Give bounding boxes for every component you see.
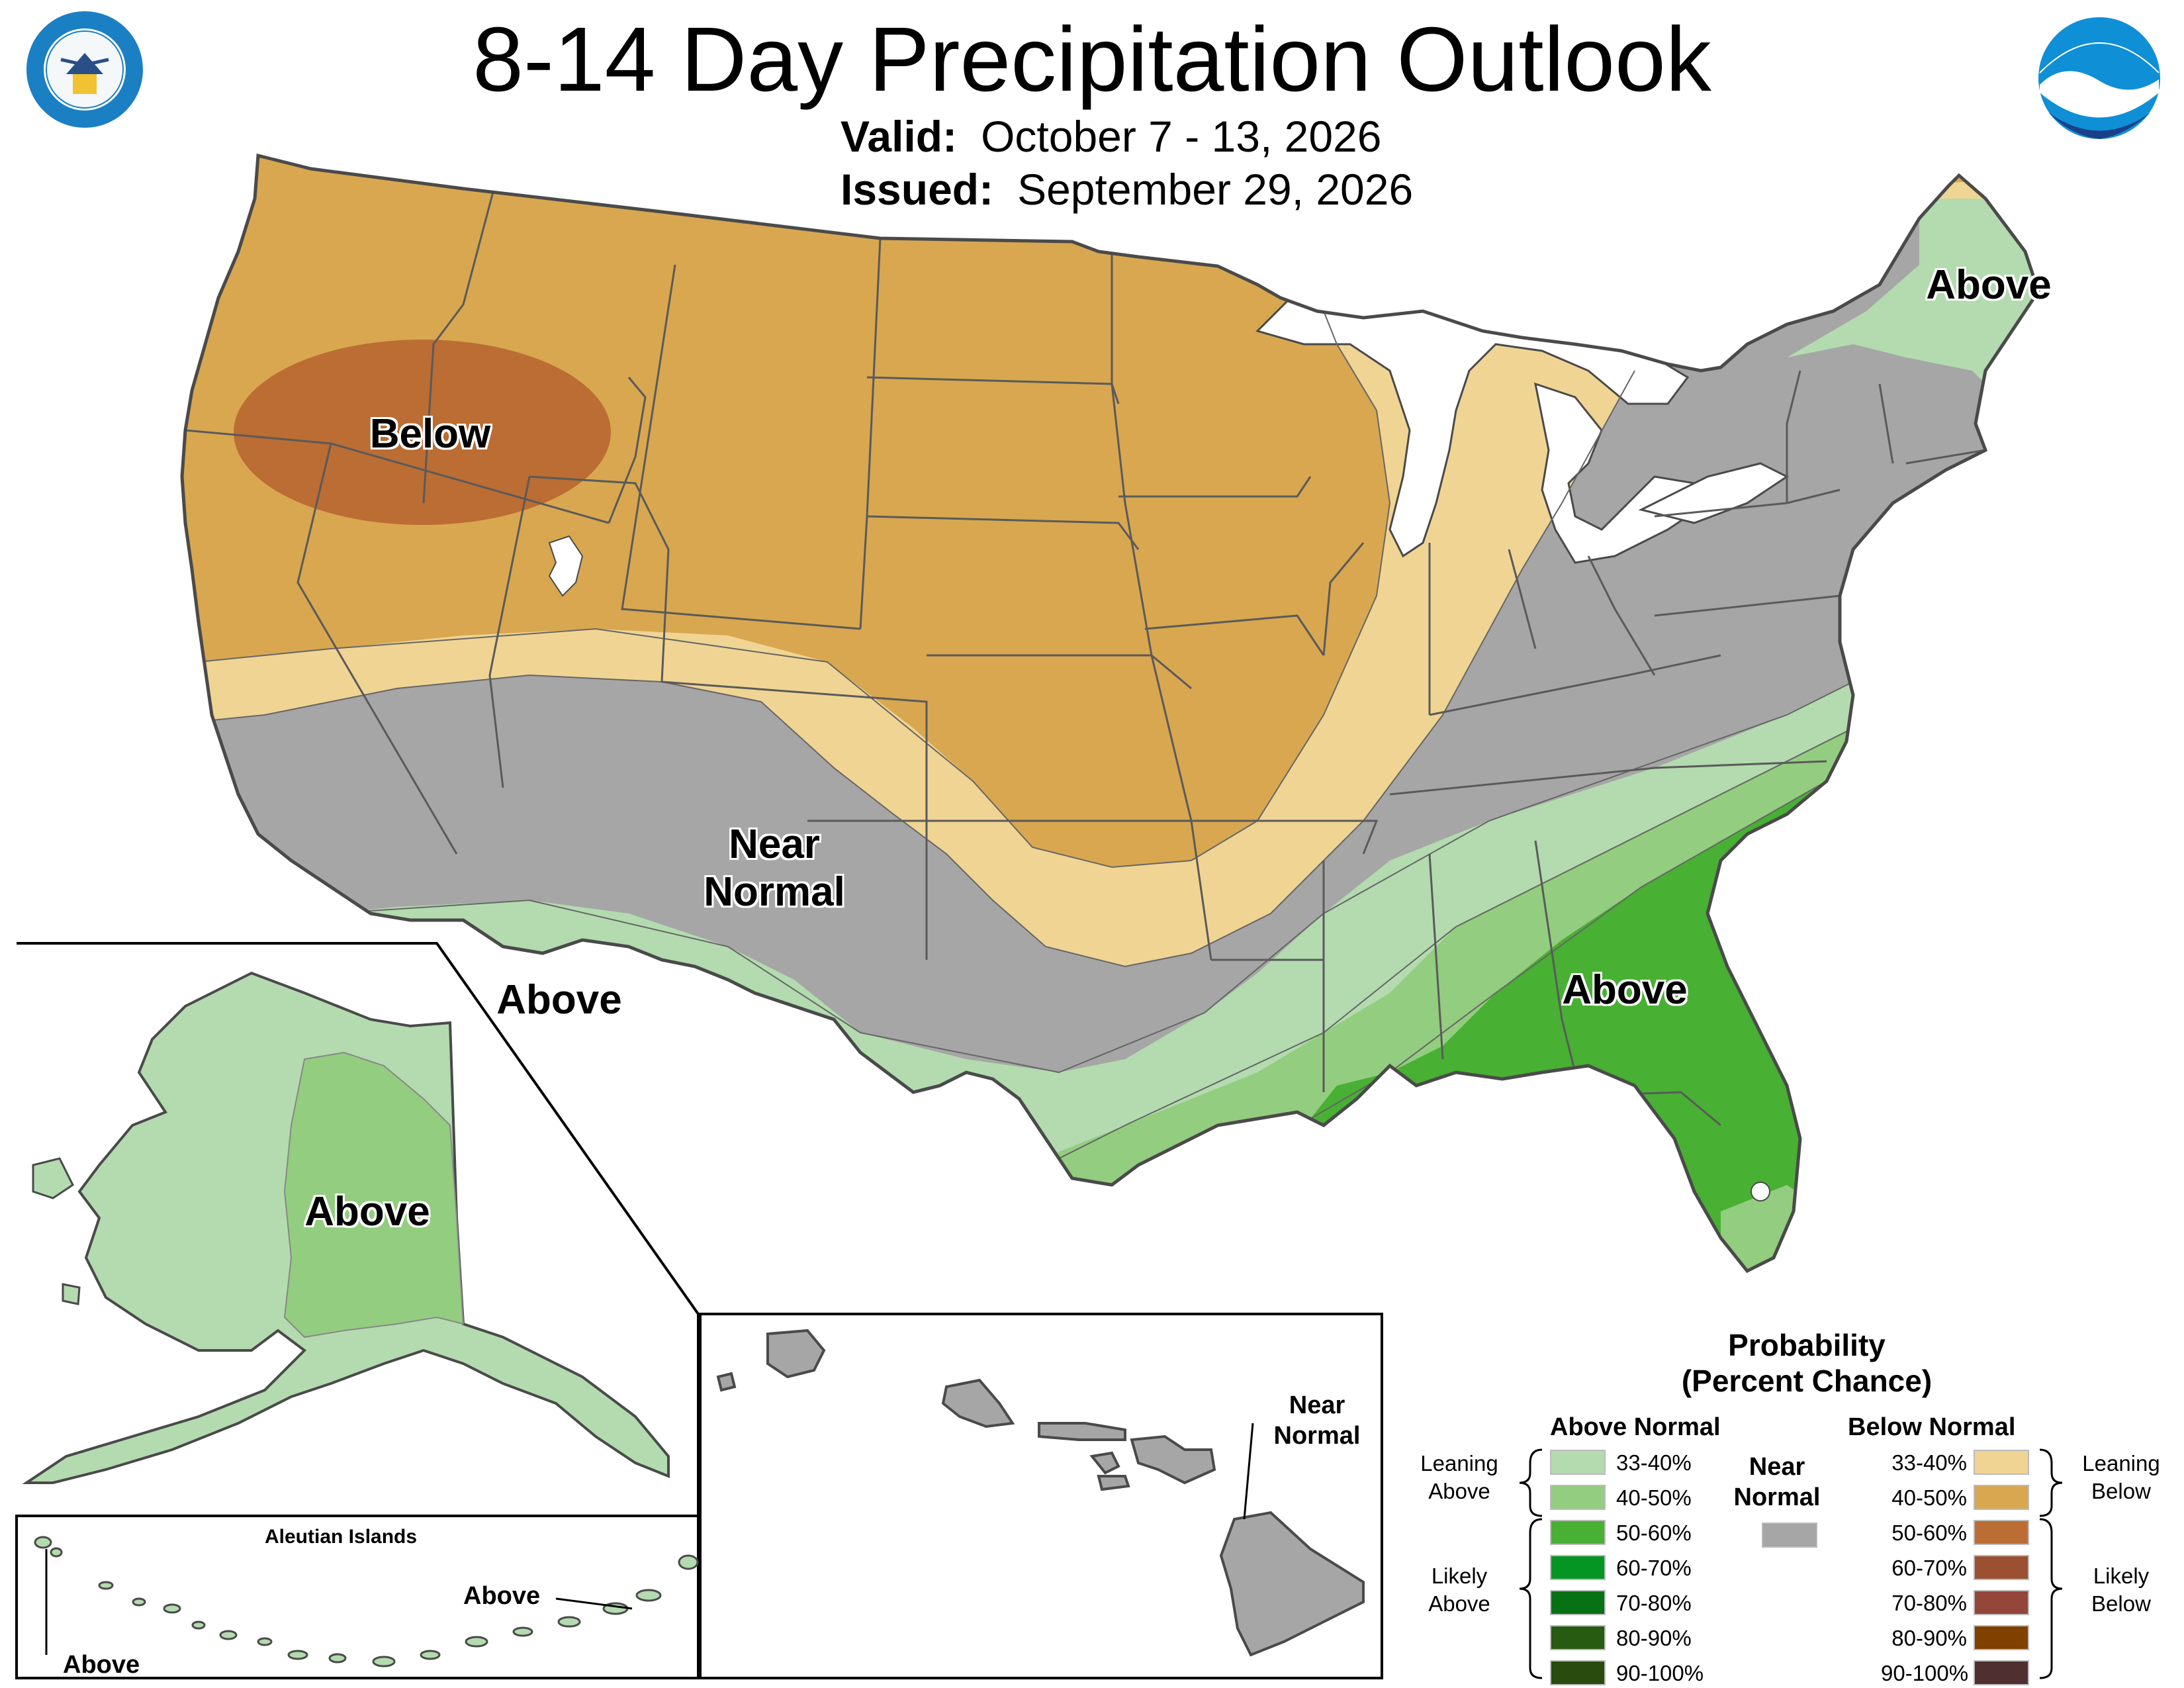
below-swatch-0 xyxy=(1974,1450,2029,1475)
label-above-southeast: Above xyxy=(1562,967,1688,1013)
above-swatch-2 xyxy=(1550,1520,1606,1545)
near-normal-legend-line2: Normal xyxy=(1733,1483,1821,1511)
leaning-below-line2: Below xyxy=(2091,1479,2151,1503)
legend-leaning-below: Leaning Below xyxy=(2071,1450,2171,1505)
below-range-1: 40-50% xyxy=(1891,1485,1967,1510)
below-range-2: 50-60% xyxy=(1891,1521,1967,1545)
legend-near-normal: Near Normal xyxy=(1731,1452,1823,1513)
label-above-southwest: Above xyxy=(496,977,622,1023)
above-range-0: 33-40% xyxy=(1616,1450,1692,1475)
below-swatch-6 xyxy=(1974,1660,2029,1685)
leaning-above-line2: Above xyxy=(1428,1479,1490,1503)
legend-likely-below: Likely Below xyxy=(2071,1562,2171,1618)
above-range-3: 60-70% xyxy=(1616,1556,1692,1580)
issued-label: Issued: xyxy=(841,165,994,214)
above-range-4: 70-80% xyxy=(1616,1591,1692,1615)
hawaii-line1: Near xyxy=(1289,1391,1345,1419)
leaning-below-line1: Leaning xyxy=(2082,1451,2160,1476)
valid-label: Valid: xyxy=(841,112,958,161)
below-swatch-1 xyxy=(1974,1485,2029,1510)
legend-title: Probability (Percent Chance) xyxy=(1602,1327,2012,1399)
page-title: 8-14 Day Precipitation Outlook xyxy=(473,9,1711,111)
near-normal-swatch xyxy=(1762,1523,1817,1548)
legend-above-header: Above Normal xyxy=(1550,1413,1721,1441)
legend-below-header: Below Normal xyxy=(1848,1413,2016,1441)
below-range-3: 60-70% xyxy=(1891,1556,1967,1580)
legend-title-line1: Probability xyxy=(1728,1328,1886,1362)
label-below-northwest: Below xyxy=(369,411,491,457)
above-swatch-0 xyxy=(1550,1450,1606,1475)
near-normal-legend-line1: Near xyxy=(1749,1453,1805,1481)
below-swatch-5 xyxy=(1974,1625,2029,1650)
above-swatch-4 xyxy=(1550,1590,1606,1615)
label-above-alaska: Above xyxy=(304,1189,430,1235)
above-range-2: 50-60% xyxy=(1616,1521,1692,1545)
below-swatch-4 xyxy=(1974,1590,2029,1615)
leaning-above-line1: Leaning xyxy=(1420,1451,1498,1476)
aleutian-inset-frame xyxy=(15,1515,700,1679)
below-swatch-2 xyxy=(1974,1520,2029,1545)
issued-line: Issued: September 29, 2026 xyxy=(841,164,1413,214)
below-range-6: 90-100% xyxy=(1881,1661,1969,1685)
below-range-4: 70-80% xyxy=(1891,1591,1967,1615)
label-hawaii-near-normal: Near Normal xyxy=(1257,1390,1377,1451)
likely-above-line2: Above xyxy=(1428,1591,1490,1616)
aleutian-title: Aleutian Islands xyxy=(265,1526,418,1548)
above-range-6: 90-100% xyxy=(1616,1661,1704,1685)
likely-below-line2: Below xyxy=(2091,1591,2151,1616)
label-near-normal: Near Normal xyxy=(682,821,867,916)
below-swatch-3 xyxy=(1974,1555,2029,1580)
legend-likely-above: Likely Above xyxy=(1416,1562,1502,1618)
above-range-5: 80-90% xyxy=(1616,1626,1692,1650)
near-normal-line1: Near xyxy=(729,821,820,867)
legend: Probability (Percent Chance) Above Norma… xyxy=(1403,1321,2184,1688)
above-swatch-3 xyxy=(1550,1555,1606,1580)
valid-line: Valid: October 7 - 13, 2026 xyxy=(841,111,1381,162)
above-swatch-5 xyxy=(1550,1625,1606,1650)
above-swatch-1 xyxy=(1550,1485,1606,1510)
above-range-1: 40-50% xyxy=(1616,1485,1692,1510)
likely-below-line1: Likely xyxy=(2093,1564,2150,1588)
legend-title-line2: (Percent Chance) xyxy=(1681,1364,1933,1398)
conus-outline xyxy=(180,153,2040,1274)
below-range-5: 80-90% xyxy=(1891,1626,1967,1650)
label-aleutian-above-west: Above xyxy=(63,1651,140,1679)
category-boundaries xyxy=(182,218,1893,1225)
likely-above-line1: Likely xyxy=(1431,1564,1488,1588)
above-swatch-6 xyxy=(1550,1660,1606,1685)
label-above-northeast: Above xyxy=(1926,262,2052,308)
legend-braces xyxy=(1519,1448,2063,1679)
label-aleutian-above-east: Above xyxy=(463,1582,541,1610)
legend-leaning-above: Leaning Above xyxy=(1416,1450,1502,1505)
aleutian-islands xyxy=(34,1536,699,1667)
near-normal-line2: Normal xyxy=(704,869,845,915)
commerce-seal xyxy=(24,9,146,130)
valid-value: October 7 - 13, 2026 xyxy=(981,112,1382,161)
hawaii-islands xyxy=(716,1329,1365,1657)
hawaii-line2: Normal xyxy=(1273,1422,1361,1450)
noaa-logo xyxy=(2038,17,2160,139)
likely-below-ellipse xyxy=(234,340,611,525)
issued-value: September 29, 2026 xyxy=(1017,165,1414,214)
below-range-0: 33-40% xyxy=(1891,1450,1967,1475)
